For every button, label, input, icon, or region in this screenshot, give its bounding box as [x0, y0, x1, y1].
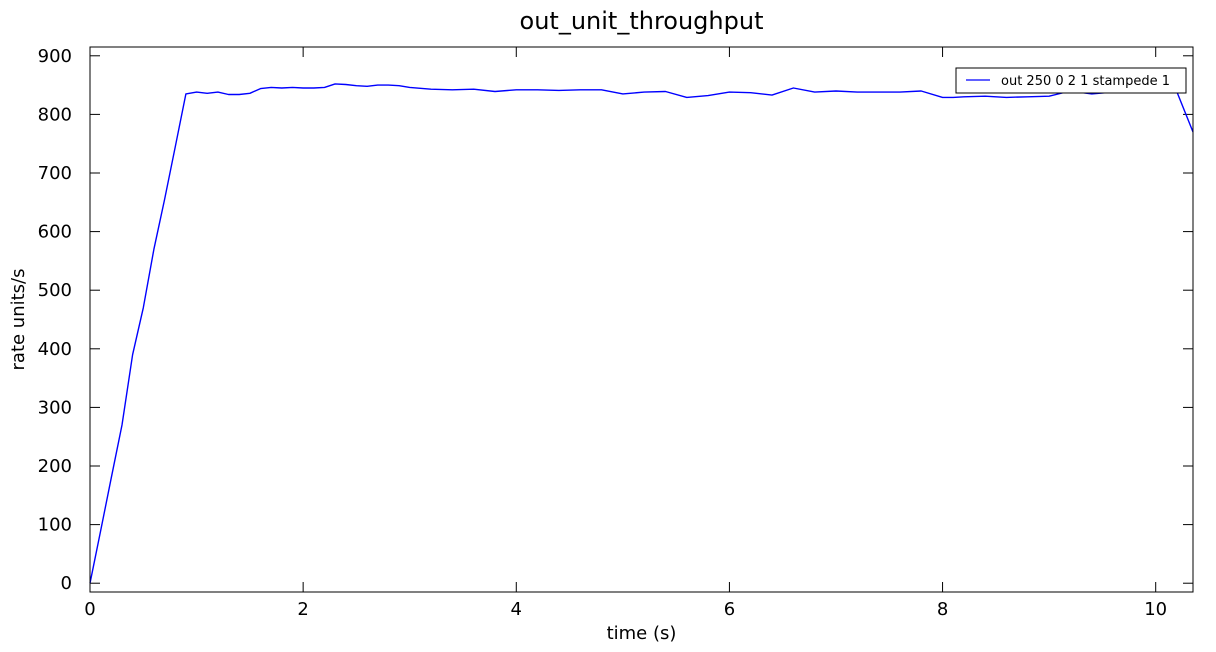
legend-box [955, 67, 1187, 94]
x-tick-label: 4 [511, 599, 522, 620]
legend-entry-label: out 250 0 2 1 stampede 1 [1001, 74, 1170, 89]
x-tick-label: 10 [1144, 599, 1167, 620]
series-layer [89, 83, 1194, 584]
y-axis-label: rate units/s [8, 269, 29, 371]
y-tick-label: 600 [38, 222, 72, 243]
x-tick-label: 2 [297, 599, 308, 620]
y-tick-label: 0 [61, 573, 72, 594]
y-tick-label: 800 [38, 104, 72, 125]
y-tick-label: 100 [38, 515, 72, 536]
x-tick-label: 0 [84, 599, 95, 620]
x-axis-label: time (s) [607, 623, 677, 644]
x-tick-label: 8 [937, 599, 948, 620]
legend: out 250 0 2 1 stampede 1 [955, 67, 1187, 94]
y-tick-label: 300 [38, 397, 72, 418]
x-tick-label: 6 [724, 599, 735, 620]
series-line [89, 83, 1194, 584]
y-tick-label: 200 [38, 456, 72, 477]
plot-frame [89, 46, 1194, 593]
y-tick-label: 700 [38, 163, 72, 184]
y-tick-label: 500 [38, 280, 72, 301]
y-tick-label: 400 [38, 339, 72, 360]
y-tick-label: 900 [38, 46, 72, 67]
chart-title: out_unit_throughput [520, 7, 764, 35]
